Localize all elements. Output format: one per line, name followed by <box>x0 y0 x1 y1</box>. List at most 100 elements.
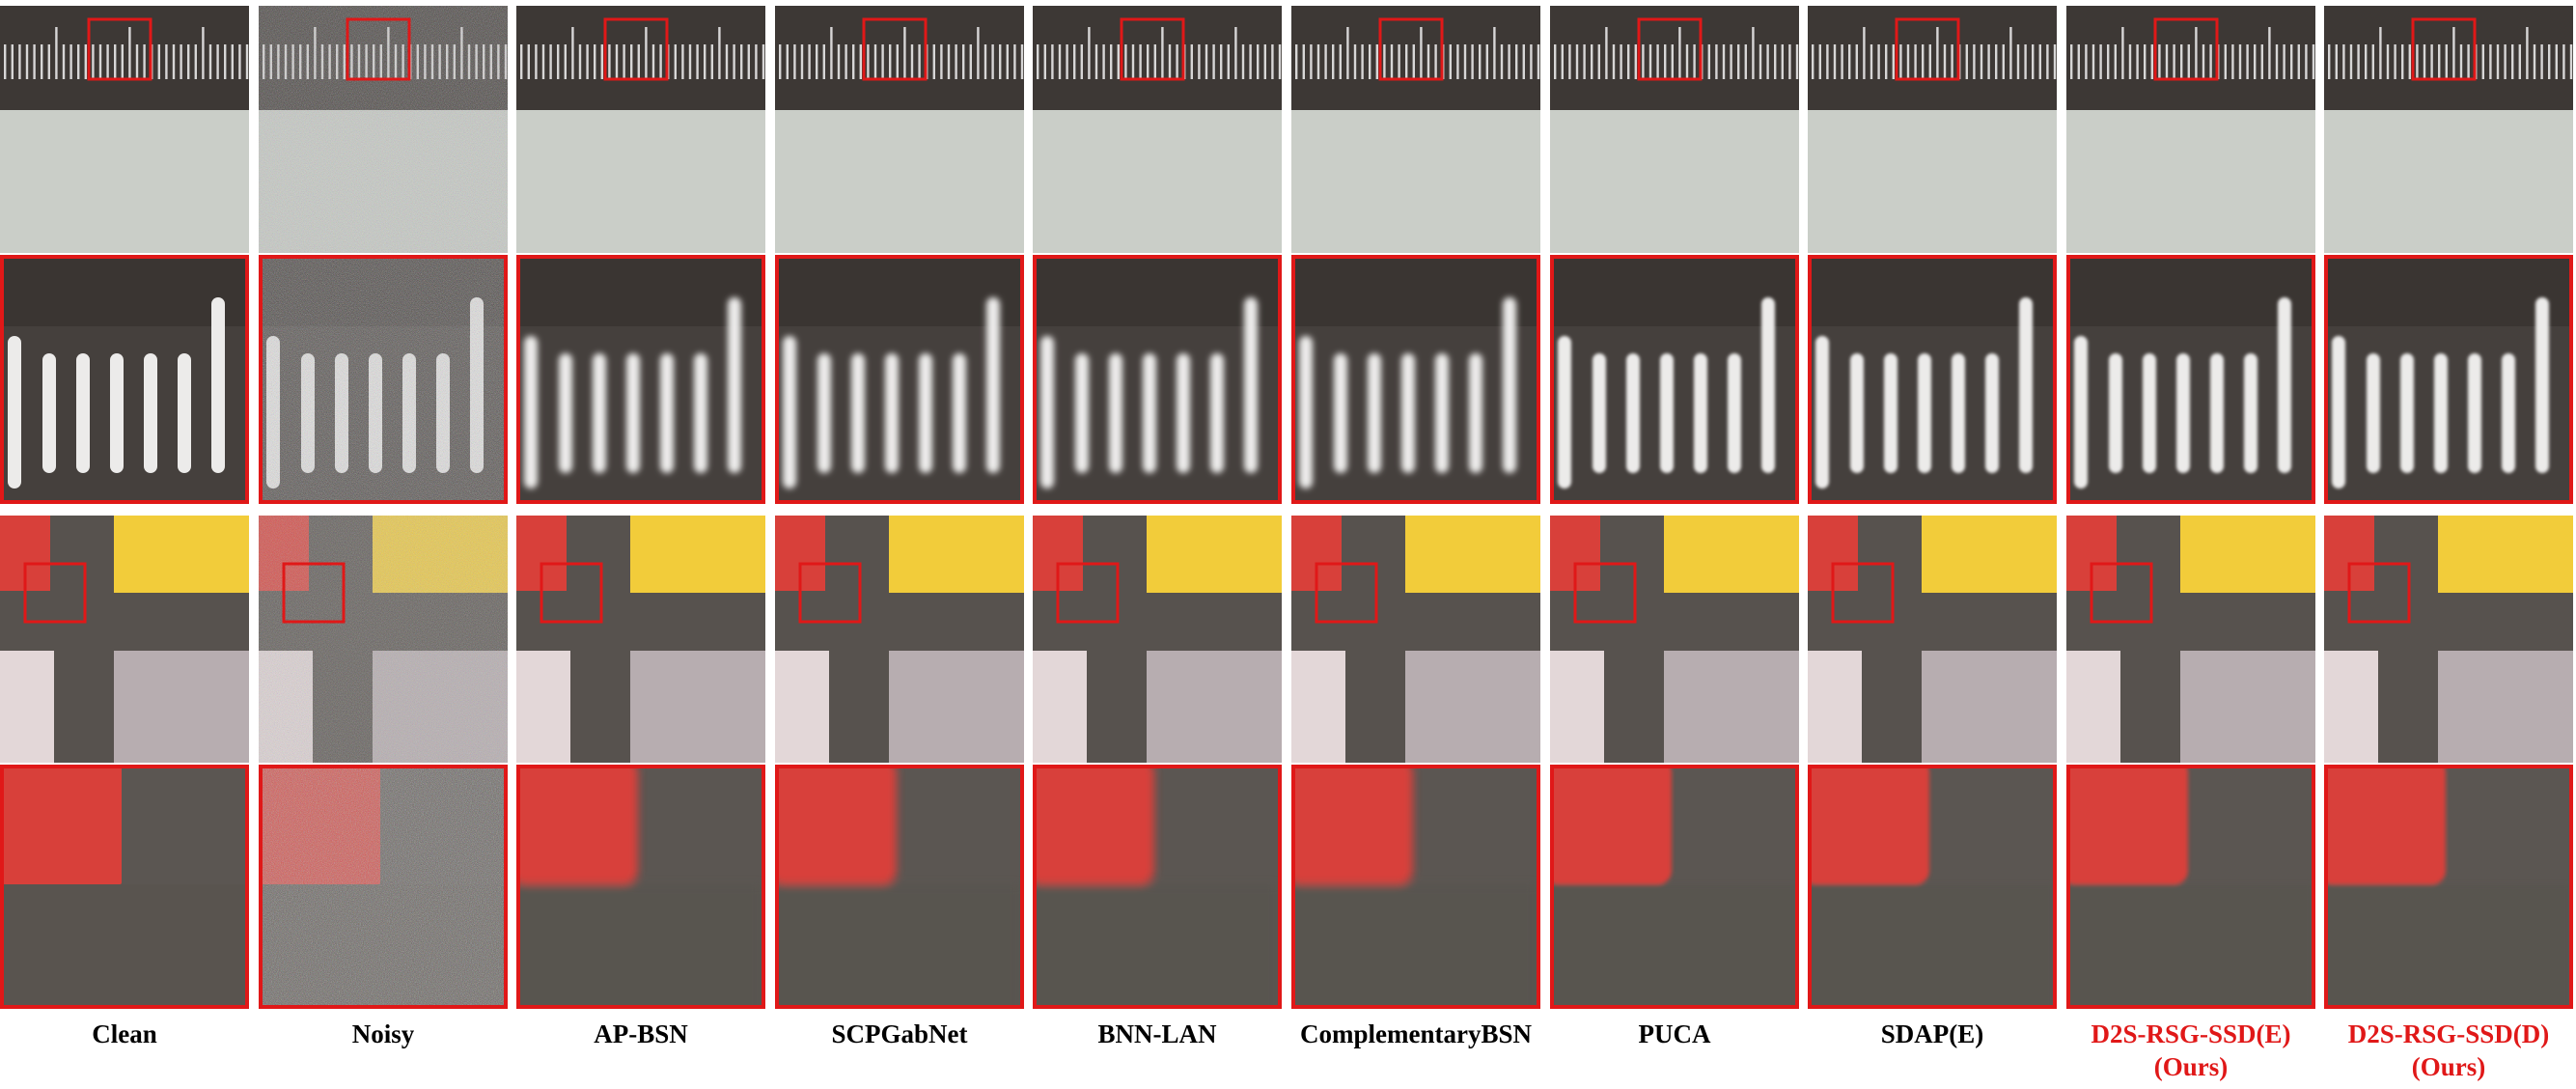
color-patch-scene-image <box>2066 516 2315 763</box>
ruler-zoom-svg <box>1812 259 2053 500</box>
ruler-zoom-image <box>1808 255 2057 504</box>
color-patch-scene-image <box>0 516 249 763</box>
color-patch-zoom-svg <box>1554 768 1795 1005</box>
ruler-zoom-image <box>1291 255 1540 504</box>
ruler-zoom-image <box>1550 255 1799 504</box>
ruler-scene-image <box>259 6 508 253</box>
color-patch-scene-svg <box>1033 516 1282 763</box>
ruler-scene-image <box>516 6 765 253</box>
color-patch-zoom-svg <box>2328 768 2569 1005</box>
ruler-scene-svg <box>1291 6 1540 253</box>
color-patch-zoom-image <box>259 765 508 1009</box>
color-patch-zoom-image <box>0 765 249 1009</box>
method-label: Noisy <box>351 1019 415 1048</box>
method-caption: D2S-RSG-SSD(E) (Ours) <box>2047 1018 2335 1083</box>
column-clean: Clean <box>0 0 249 1089</box>
color-patch-scene-image <box>775 516 1024 763</box>
ruler-scene-image <box>1291 6 1540 253</box>
color-patch-zoom-image <box>1808 765 2057 1009</box>
method-caption: PUCA <box>1531 1018 1818 1050</box>
ruler-zoom-svg <box>779 259 1020 500</box>
method-label: Clean <box>92 1019 157 1048</box>
color-patch-zoom-image <box>2066 765 2315 1009</box>
ruler-zoom-image <box>0 255 249 504</box>
ruler-zoom-svg <box>1037 259 1278 500</box>
ruler-scene-svg <box>1033 6 1282 253</box>
color-patch-zoom-svg <box>263 768 504 1005</box>
method-caption: D2S-RSG-SSD(D) (Ours) <box>2305 1018 2576 1083</box>
color-patch-scene-image <box>2324 516 2573 763</box>
ruler-zoom-image <box>259 255 508 504</box>
column-bnn-lan: BNN-LAN <box>1033 0 1282 1089</box>
method-label: AP-BSN <box>594 1019 688 1048</box>
ruler-zoom-image <box>2066 255 2315 504</box>
color-patch-zoom-svg <box>2070 768 2312 1005</box>
method-label: SCPGabNet <box>831 1019 968 1048</box>
color-patch-zoom-image <box>2324 765 2573 1009</box>
color-patch-zoom-image <box>1033 765 1282 1009</box>
color-patch-scene-image <box>516 516 765 763</box>
ruler-zoom-image <box>775 255 1024 504</box>
ruler-scene-svg <box>775 6 1024 253</box>
method-caption: BNN-LAN <box>1013 1018 1301 1050</box>
column-noisy: Noisy <box>259 0 508 1089</box>
method-caption: SCPGabNet <box>756 1018 1043 1050</box>
color-patch-scene-svg <box>259 516 508 763</box>
column-sdap-e: SDAP(E) <box>1808 0 2057 1089</box>
color-patch-zoom-image <box>775 765 1024 1009</box>
ruler-scene-svg <box>2066 6 2315 253</box>
color-patch-zoom-svg <box>1812 768 2053 1005</box>
ruler-scene-image <box>1033 6 1282 253</box>
ruler-zoom-svg <box>2070 259 2312 500</box>
color-patch-scene-svg <box>775 516 1024 763</box>
column-d2s-rsg-ssd-d: D2S-RSG-SSD(D) (Ours) <box>2324 0 2573 1089</box>
column-puca: PUCA <box>1550 0 1799 1089</box>
ruler-scene-svg <box>0 6 249 253</box>
method-caption: SDAP(E) <box>1788 1018 2076 1050</box>
color-patch-scene-svg <box>2324 516 2573 763</box>
color-patch-scene-image <box>1808 516 2057 763</box>
method-caption: ComplementaryBSN <box>1272 1018 1560 1050</box>
ruler-scene-image <box>0 6 249 253</box>
method-label: PUCA <box>1638 1019 1711 1048</box>
method-label: D2S-RSG-SSD(D) <box>2347 1019 2550 1048</box>
column-complementarybsn: ComplementaryBSN <box>1291 0 1540 1089</box>
color-patch-scene-svg <box>1291 516 1540 763</box>
ruler-zoom-svg <box>1295 259 1537 500</box>
ruler-zoom-svg <box>1554 259 1795 500</box>
color-patch-zoom-svg <box>4 768 245 1005</box>
ruler-zoom-image <box>2324 255 2573 504</box>
color-patch-zoom-svg <box>520 768 762 1005</box>
method-label: SDAP(E) <box>1880 1019 1984 1048</box>
color-patch-zoom-image <box>1291 765 1540 1009</box>
column-ap-bsn: AP-BSN <box>516 0 765 1089</box>
ruler-scene-svg <box>1808 6 2057 253</box>
color-patch-scene-svg <box>0 516 249 763</box>
method-sublabel: (Ours) <box>2153 1052 2229 1081</box>
column-d2s-rsg-ssd-e: D2S-RSG-SSD(E) (Ours) <box>2066 0 2315 1089</box>
ruler-zoom-svg <box>2328 259 2569 500</box>
method-label: BNN-LAN <box>1097 1019 1217 1048</box>
ruler-zoom-svg <box>4 259 245 500</box>
ruler-scene-svg <box>259 6 508 253</box>
method-caption: AP-BSN <box>497 1018 785 1050</box>
ruler-scene-image <box>1550 6 1799 253</box>
method-label: ComplementaryBSN <box>1300 1019 1532 1048</box>
ruler-zoom-svg <box>520 259 762 500</box>
column-scpgabnet: SCPGabNet <box>775 0 1024 1089</box>
color-patch-zoom-svg <box>1037 768 1278 1005</box>
color-patch-scene-svg <box>516 516 765 763</box>
ruler-scene-image <box>2066 6 2315 253</box>
ruler-scene-svg <box>516 6 765 253</box>
ruler-scene-image <box>2324 6 2573 253</box>
method-caption: Clean <box>0 1018 268 1050</box>
color-patch-zoom-image <box>516 765 765 1009</box>
color-patch-scene-svg <box>2066 516 2315 763</box>
color-patch-scene-image <box>1550 516 1799 763</box>
ruler-zoom-svg <box>263 259 504 500</box>
color-patch-zoom-svg <box>779 768 1020 1005</box>
ruler-zoom-image <box>516 255 765 504</box>
color-patch-scene-svg <box>1808 516 2057 763</box>
ruler-scene-image <box>775 6 1024 253</box>
